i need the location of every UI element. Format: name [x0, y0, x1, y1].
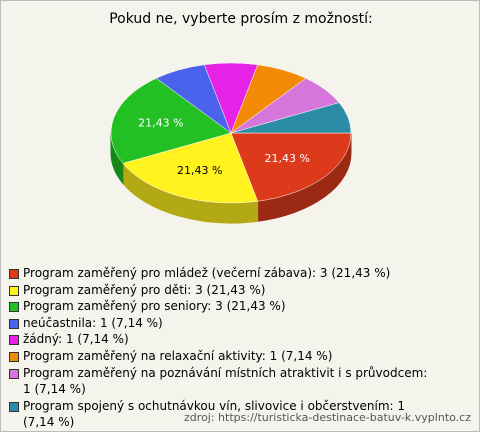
legend-swatch [9, 302, 19, 313]
legend-label: Program zaměřený pro seniory: 3 (21,43 %… [23, 299, 286, 314]
slice [110, 77, 232, 185]
legend-label: Program zaměřený na poznávání místních a… [23, 365, 428, 397]
legend-swatch [9, 401, 19, 412]
legend-item: Program zaměřený na relaxační aktivity: … [9, 348, 437, 365]
slice-top [230, 132, 352, 202]
legend-label: Program zaměřený pro děti: 3 (21,43 %) [23, 282, 266, 297]
pie-area: Pokud ne, vyberte prosím z možností: 21,… [109, 11, 373, 224]
legend: Program zaměřený pro mládež (večerní záb… [9, 265, 437, 431]
source: zdroj: https://turisticka-destinace-batu… [184, 411, 471, 424]
legend-item: Program zaměřený pro děti: 3 (21,43 %) [9, 282, 437, 299]
slice-label: 21,43 % [265, 152, 310, 165]
legend-label: Program zaměřený pro mládež (večerní záb… [23, 266, 391, 280]
slice-top [122, 132, 259, 204]
legend-item: Program zaměřený pro seniory: 3 (21,43 %… [9, 298, 437, 315]
legend-item: neúčastnila: 1 (7,14 %) [9, 315, 437, 332]
slice-label: 21,43 % [177, 164, 222, 177]
slice-top [230, 102, 352, 134]
legend-item: Program zaměřený na poznávání místních a… [9, 365, 437, 398]
slice [230, 102, 352, 134]
slice-top [110, 77, 232, 164]
legend-label: žádný: 1 (7,14 %) [23, 332, 129, 347]
legend-label: neúčastnila: 1 (7,14 %) [23, 315, 163, 330]
chart-title: Pokud ne, vyberte prosím z možností: [109, 11, 373, 27]
legend-swatch [9, 351, 19, 362]
legend-item: Program spojený s ochutnávkou vín, slivo… [9, 398, 437, 431]
legend-item: žádný: 1 (7,14 %) [9, 331, 437, 348]
legend-swatch [9, 269, 19, 279]
legend-swatch [9, 285, 19, 296]
legend-swatch [9, 368, 19, 379]
legend-label: Program zaměřený na relaxační aktivity: … [23, 348, 333, 363]
slice-label: 21,43 % [138, 117, 183, 130]
legend-swatch [9, 335, 19, 346]
legend-swatch [9, 318, 19, 329]
legend-label: Program spojený s ochutnávkou vín, slivo… [23, 398, 406, 430]
legend-item: Program zaměřený pro mládež (večerní záb… [9, 265, 437, 282]
